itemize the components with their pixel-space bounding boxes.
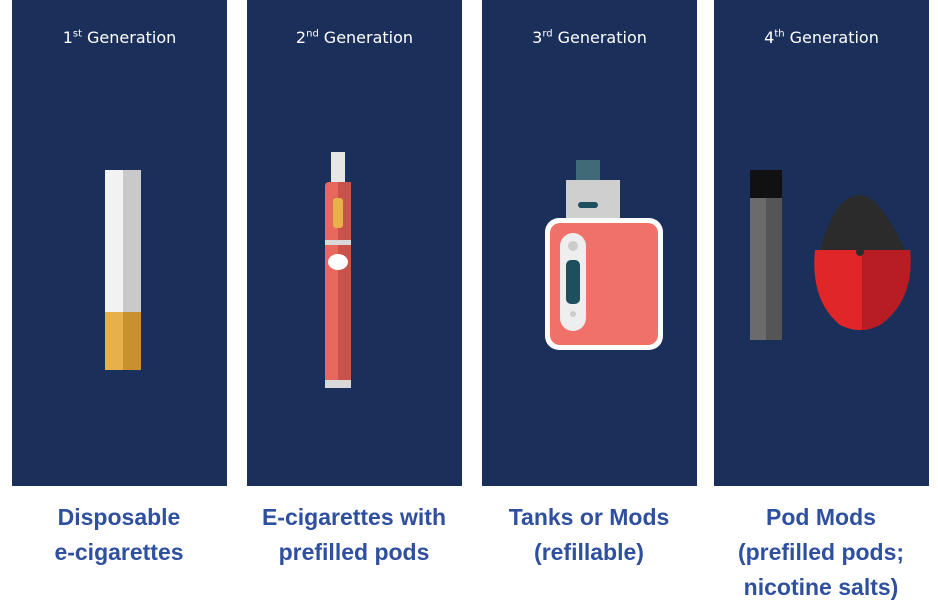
caption-line: nicotine salts) (701, 570, 938, 605)
generation-word: Generation (87, 28, 176, 47)
ordinal: 1 (63, 28, 73, 47)
generation-word: Generation (790, 28, 879, 47)
caption: Pod Mods(prefilled pods;nicotine salts) (701, 500, 938, 605)
generation-label: 2nd Generation (247, 28, 462, 47)
ordinal-suffix: nd (306, 29, 319, 40)
generation-label: 3rd Generation (482, 28, 697, 47)
ordinal-suffix: st (73, 29, 82, 40)
ordinal-suffix: th (774, 29, 784, 40)
ordinal: 4 (764, 28, 774, 47)
cigarette-icon (105, 170, 141, 370)
caption-line: (prefilled pods; (701, 535, 938, 570)
caption-line: Disposable (0, 500, 239, 535)
generation-label: 1st Generation (12, 28, 227, 47)
panel (247, 0, 462, 486)
page: 1st Generation Disposablee-cigarettes 2nd Ge… (0, 0, 938, 606)
caption-line: E-cigarettes with (234, 500, 474, 535)
ordinal: 2 (296, 28, 306, 47)
caption: Tanks or Mods(refillable) (469, 500, 709, 570)
caption-line: Pod Mods (701, 500, 938, 535)
pen-icon (325, 152, 351, 388)
caption-line: prefilled pods (234, 535, 474, 570)
caption-line: (refillable) (469, 535, 709, 570)
ordinal-suffix: rd (542, 29, 552, 40)
generation-word: Generation (558, 28, 647, 47)
caption-line: Tanks or Mods (469, 500, 709, 535)
generation-label: 4th Generation (714, 28, 929, 47)
ordinal: 3 (532, 28, 542, 47)
caption-line: e-cigarettes (0, 535, 239, 570)
generation-word: Generation (324, 28, 413, 47)
